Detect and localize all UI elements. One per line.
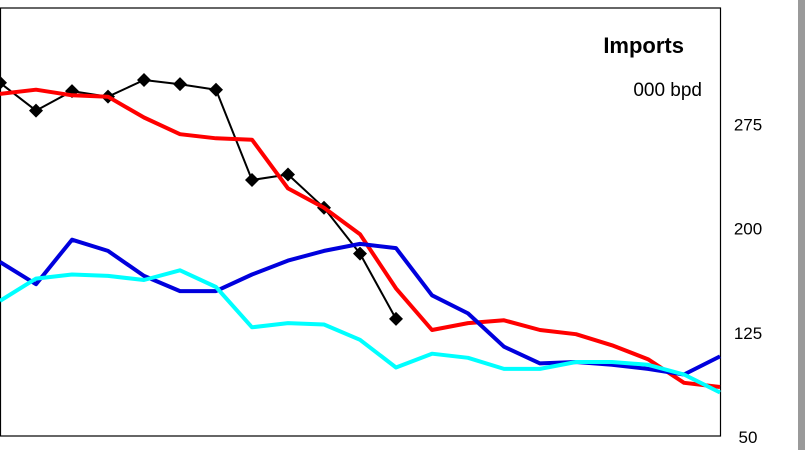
y-tick-label: 200 xyxy=(734,220,762,239)
series-1-point xyxy=(353,246,367,261)
y-axis-ticks: 50 125 200 275 xyxy=(734,116,762,448)
series-1-point xyxy=(209,82,223,97)
y-tick-label: 275 xyxy=(734,116,762,135)
plot-frame xyxy=(0,7,722,437)
series-2-line xyxy=(0,87,721,389)
y-tick-label: 50 xyxy=(739,428,758,447)
series-1-point xyxy=(0,75,7,90)
series-1-point xyxy=(137,73,151,88)
chart-title: Imports xyxy=(603,33,684,58)
right-edge-bar xyxy=(798,0,805,450)
chart-subtitle: 000 bpd xyxy=(633,80,702,101)
series-1-point xyxy=(389,311,403,326)
series-4 xyxy=(0,268,721,395)
series-1-point xyxy=(29,103,43,118)
y-tick-label: 125 xyxy=(734,324,762,343)
series-1-point xyxy=(173,77,187,92)
series-1-point xyxy=(245,173,259,188)
series-1-point xyxy=(281,167,295,182)
series-2 xyxy=(0,87,721,389)
series-1-line xyxy=(0,79,397,320)
series-4-line xyxy=(0,268,721,395)
series-1 xyxy=(0,73,403,326)
series-layer xyxy=(0,73,721,395)
